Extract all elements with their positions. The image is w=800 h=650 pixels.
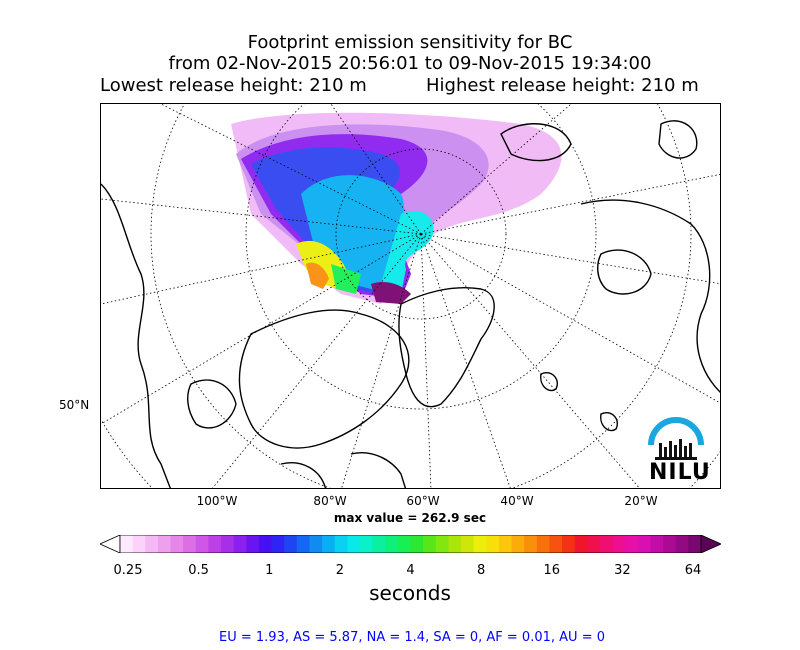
- colorbar-tick-label: 1: [265, 563, 274, 578]
- sensitivity-plume: [231, 112, 562, 304]
- title-line-2: from 02-Nov-2015 20:56:01 to 09-Nov-2015…: [168, 53, 652, 74]
- colorbar-swatch: [562, 535, 576, 553]
- colorbar-swatch: [675, 535, 689, 553]
- colorbar-swatch: [397, 535, 411, 553]
- lon-label-40w: 40°W: [500, 494, 534, 508]
- colorbar-swatch: [208, 535, 222, 553]
- nilu-logo-text: NILU: [649, 460, 711, 485]
- colorbar-extend-low: [100, 535, 121, 553]
- colorbar: [100, 535, 721, 553]
- colorbar-swatch: [486, 535, 500, 553]
- region-totals: EU = 1.93, AS = 5.87, NA = 1.4, SA = 0, …: [219, 630, 605, 645]
- colorbar-swatch: [183, 535, 197, 553]
- colorbar-tick-label: 8: [476, 563, 486, 578]
- colorbar-swatch: [461, 535, 475, 553]
- lon-label-100w: 100°W: [196, 494, 238, 508]
- colorbar-swatch: [524, 535, 538, 553]
- lon-label-20w: 20°W: [624, 494, 658, 508]
- colorbar-tick-label: 2: [335, 563, 345, 578]
- colorbar-swatch: [435, 535, 449, 553]
- colorbar-swatch: [195, 535, 209, 553]
- colorbar-tick-label: 0.5: [188, 563, 209, 578]
- colorbar-swatch: [663, 535, 677, 553]
- colorbar-outline: [119, 535, 702, 553]
- colorbar-swatch: [511, 535, 525, 553]
- colorbar-swatch: [271, 535, 285, 553]
- lat-label-50n: 50°N: [59, 398, 90, 412]
- highest-release-height: Highest release height: 210 m: [426, 75, 699, 96]
- footprint-map: [100, 103, 721, 489]
- colorbar-swatch: [246, 535, 260, 553]
- colorbar-swatch: [157, 535, 172, 553]
- colorbar-swatch: [549, 535, 563, 553]
- colorbar-swatch: [637, 535, 651, 553]
- colorbar-swatch: [385, 535, 399, 553]
- colorbar-swatch: [625, 535, 639, 553]
- colorbar-units: seconds: [369, 581, 451, 605]
- colorbar-swatch: [372, 535, 386, 553]
- lowest-release-height: Lowest release height: 210 m: [100, 75, 367, 96]
- colorbar-tick-label: 4: [406, 563, 415, 578]
- lon-label-80w: 80°W: [313, 494, 347, 508]
- nilu-logo-icon: [648, 417, 704, 460]
- graticule: [101, 104, 720, 488]
- title-line-1: Footprint emission sensitivity for BC: [247, 32, 573, 53]
- colorbar-swatch: [587, 535, 601, 553]
- colorbar-swatch: [359, 535, 374, 553]
- colorbar-swatch: [322, 535, 336, 553]
- colorbar-swatch: [410, 535, 424, 553]
- colorbar-extend-high: [700, 535, 721, 553]
- colorbar-swatch: [574, 535, 588, 553]
- colorbar-swatch: [448, 535, 462, 553]
- colorbar-swatch: [688, 535, 702, 553]
- colorbar-swatch: [145, 535, 159, 553]
- colorbar-swatch: [334, 535, 348, 553]
- colorbar-swatch: [284, 535, 298, 553]
- colorbar-swatch: [170, 535, 184, 553]
- map-canvas: [101, 104, 720, 488]
- colorbar-swatch: [233, 535, 247, 553]
- colorbar-swatch: [536, 535, 550, 553]
- colorbar-swatch: [258, 535, 273, 553]
- colorbar-swatch: [132, 535, 146, 553]
- lon-label-60w: 60°W: [406, 494, 440, 508]
- colorbar-swatch: [296, 535, 310, 553]
- colorbar-tick-label: 16: [543, 563, 561, 578]
- colorbar-swatch: [309, 535, 323, 553]
- colorbar-swatch: [599, 535, 614, 553]
- colorbar-swatch: [221, 535, 235, 553]
- colorbar-swatch: [347, 535, 361, 553]
- colorbar-swatch: [423, 535, 437, 553]
- max-value-label: max value = 262.9 sec: [333, 511, 487, 525]
- colorbar-swatch: [473, 535, 487, 553]
- colorbar-swatch: [498, 535, 513, 553]
- colorbar-swatch: [612, 535, 626, 553]
- colorbar-tick-label: 32: [614, 563, 631, 578]
- colorbar-tick-label: 0.25: [113, 563, 143, 578]
- colorbar-tick-label: 64: [684, 563, 702, 578]
- colorbar-swatch: [650, 535, 664, 553]
- colorbar-swatch: [120, 535, 134, 553]
